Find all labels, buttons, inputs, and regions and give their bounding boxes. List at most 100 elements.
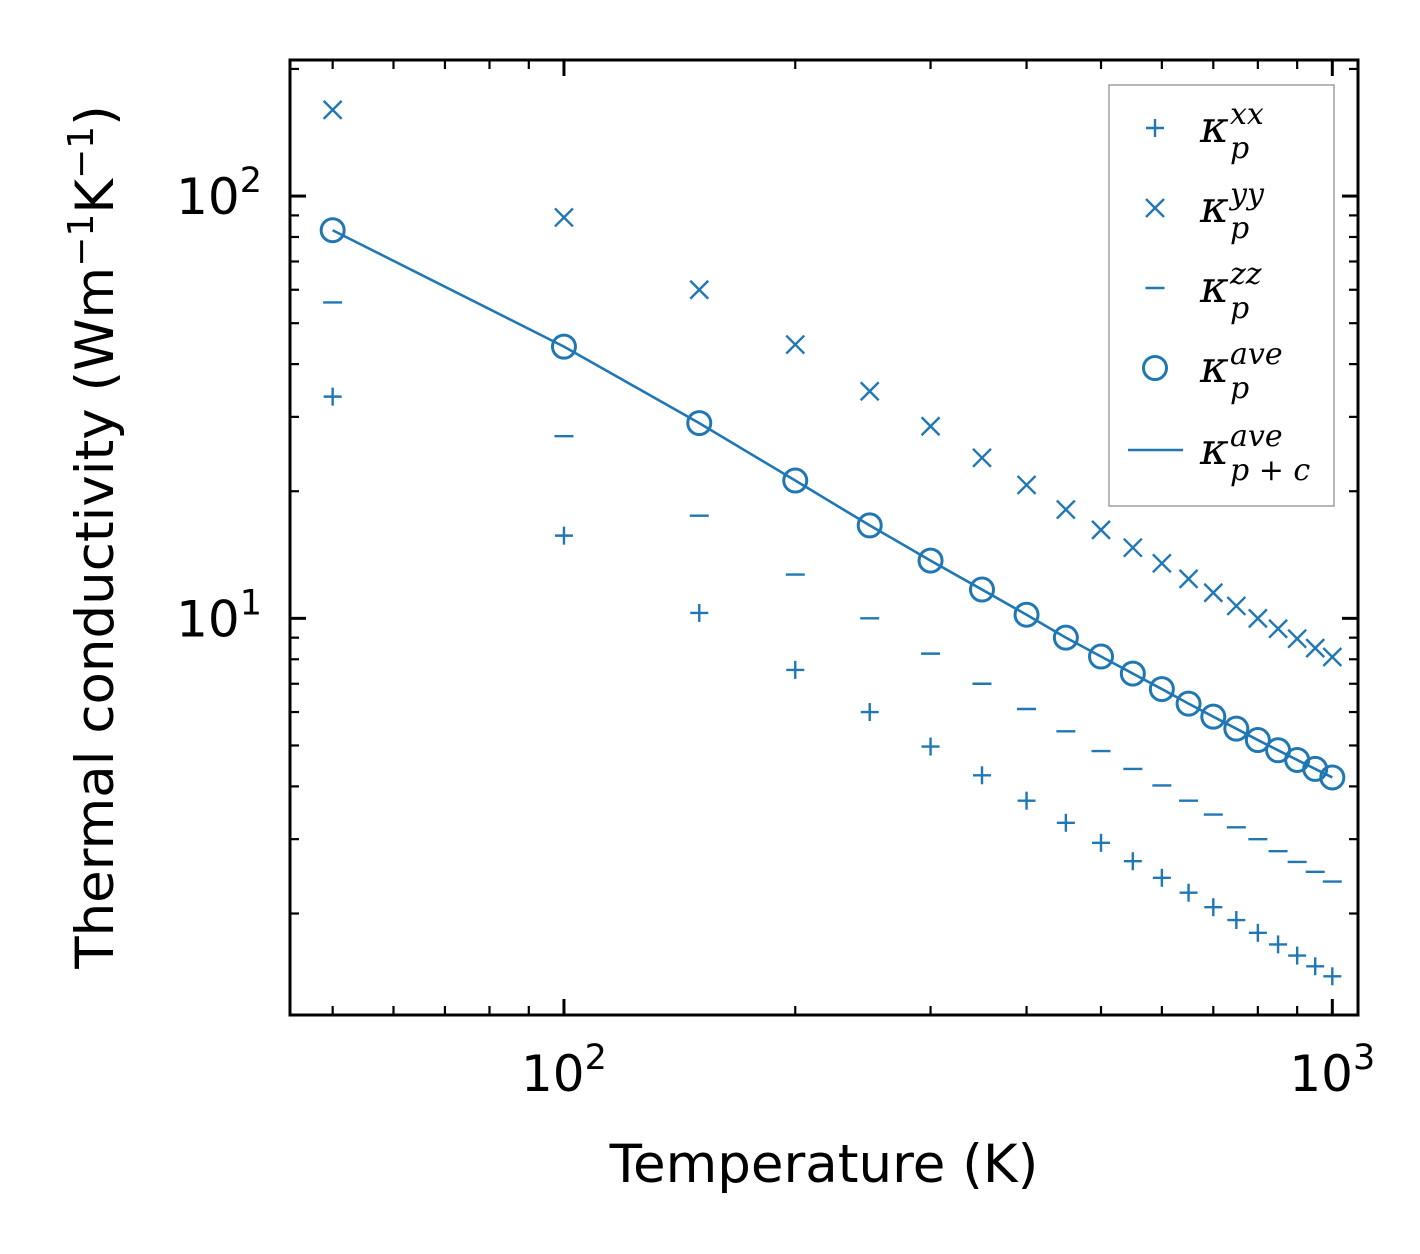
legend-label-sub: p <box>1230 371 1249 406</box>
point-kyy <box>1287 628 1308 649</box>
x-stroke-b <box>1226 596 1247 616</box>
point-kave <box>968 576 995 603</box>
series-line-kave_pc <box>332 229 1333 779</box>
point-kyy <box>1268 618 1288 639</box>
y-axis-label-exp1: −1 <box>61 214 102 267</box>
point-kave <box>1148 676 1175 703</box>
point-kxx <box>1017 791 1036 810</box>
point-kxx <box>972 766 991 785</box>
legend-label-base: κ <box>1199 102 1229 153</box>
y-tick-label: 102 <box>176 161 262 226</box>
point-kxx <box>786 660 805 679</box>
series-kzz <box>323 301 1342 883</box>
legend-entry-kave_pc: κave p + c <box>1128 419 1310 488</box>
point-kyy <box>1178 569 1199 589</box>
x-tick-label: 102 <box>521 1038 607 1103</box>
x-stroke-b <box>1287 628 1308 649</box>
legend-swatch-x <box>1145 198 1165 218</box>
legend-label-sub: p <box>1230 211 1249 246</box>
point-kxx <box>323 387 342 406</box>
point-kxx <box>1323 967 1342 986</box>
point-kxx <box>1123 852 1142 871</box>
point-kyy <box>859 381 880 402</box>
y-axis-label: Thermal conductivity (Wm−1K−1) <box>61 105 126 970</box>
legend-label-sub: p <box>1230 131 1249 166</box>
x-stroke-b <box>972 447 992 468</box>
point-kyy <box>785 334 806 355</box>
legend-label: κave p + c <box>1199 419 1310 488</box>
series-kxx <box>323 387 1342 986</box>
point-kxx <box>1152 868 1171 887</box>
x-stroke-b <box>1145 198 1165 218</box>
plot-marks <box>319 100 1346 986</box>
series-kyy <box>322 100 1343 667</box>
point-kave <box>856 512 883 539</box>
series-kave <box>319 217 1346 791</box>
point-kxx <box>1227 911 1246 930</box>
series-kave_pc <box>332 229 1333 779</box>
x-stroke-b <box>1248 608 1268 629</box>
legend-swatch-circle <box>1142 355 1168 381</box>
point-kyy <box>1248 608 1268 629</box>
point-kxx <box>1204 898 1223 917</box>
point-kxx <box>921 737 940 756</box>
point-kave <box>1200 703 1227 730</box>
legend-swatch-plus <box>1146 119 1164 137</box>
x-stroke-b <box>554 207 574 228</box>
legend-label-sup: zz <box>1229 257 1262 292</box>
y-tick-label-exponent: 1 <box>240 583 262 623</box>
y-tick-label-base: 10 <box>176 168 240 226</box>
x-stroke-b <box>1016 475 1037 495</box>
legend-label-sup: yy <box>1228 177 1265 212</box>
point-kave <box>1223 715 1250 742</box>
point-kyy <box>554 207 574 228</box>
x-tick-label: 103 <box>1289 1038 1375 1103</box>
y-axis-label-close: ) <box>65 105 126 126</box>
point-kave <box>1119 660 1146 687</box>
x-stroke-b <box>689 279 710 300</box>
legend-entry-kxx: κxx p <box>1146 97 1264 166</box>
legend-label-base: κ <box>1199 182 1229 233</box>
x-stroke-b <box>1178 569 1199 589</box>
point-kxx <box>1179 883 1198 902</box>
point-kyy <box>1203 582 1224 603</box>
point-kave <box>1013 601 1040 628</box>
x-stroke-b <box>1091 520 1111 540</box>
y-tick-label-base: 10 <box>176 590 240 648</box>
x-stroke-b <box>1203 582 1224 603</box>
point-kyy <box>1152 553 1172 574</box>
legend-label-sup: xx <box>1230 97 1264 132</box>
legend-entry-kzz: κzz p <box>1145 257 1262 326</box>
point-kave <box>1244 727 1271 754</box>
y-axis-label-exp2: −1 <box>61 126 102 179</box>
point-kave <box>917 547 944 574</box>
y-axis-label-main: Thermal conductivity (Wm <box>65 267 126 970</box>
plot-frame <box>288 58 1360 1017</box>
point-kyy <box>920 416 941 437</box>
point-kyy <box>322 100 343 120</box>
point-kave <box>1319 764 1346 791</box>
point-kxx <box>1056 813 1075 832</box>
x-stroke-b <box>322 100 343 120</box>
point-kyy <box>1122 537 1143 558</box>
x-stroke-b <box>920 416 941 437</box>
point-kxx <box>1092 833 1111 852</box>
point-kxx <box>1248 923 1267 942</box>
legend-label: κxx p <box>1199 97 1264 166</box>
x-stroke-b <box>1305 638 1326 659</box>
point-kyy <box>1091 520 1111 540</box>
legend-label-base: κ <box>1199 342 1229 393</box>
point-kyy <box>972 447 992 468</box>
point-kyy <box>1016 475 1037 495</box>
legend-label: κyy p <box>1199 177 1265 246</box>
legend-entry-kave: κave p <box>1142 337 1283 406</box>
x-stroke-b <box>785 334 806 355</box>
y-tick-label: 101 <box>176 583 262 648</box>
legend-box <box>1108 84 1335 507</box>
x-stroke-b <box>1056 499 1076 520</box>
legend-label-base: κ <box>1199 262 1229 313</box>
point-kxx <box>554 526 573 545</box>
x-tick-label-exponent: 2 <box>585 1038 607 1078</box>
